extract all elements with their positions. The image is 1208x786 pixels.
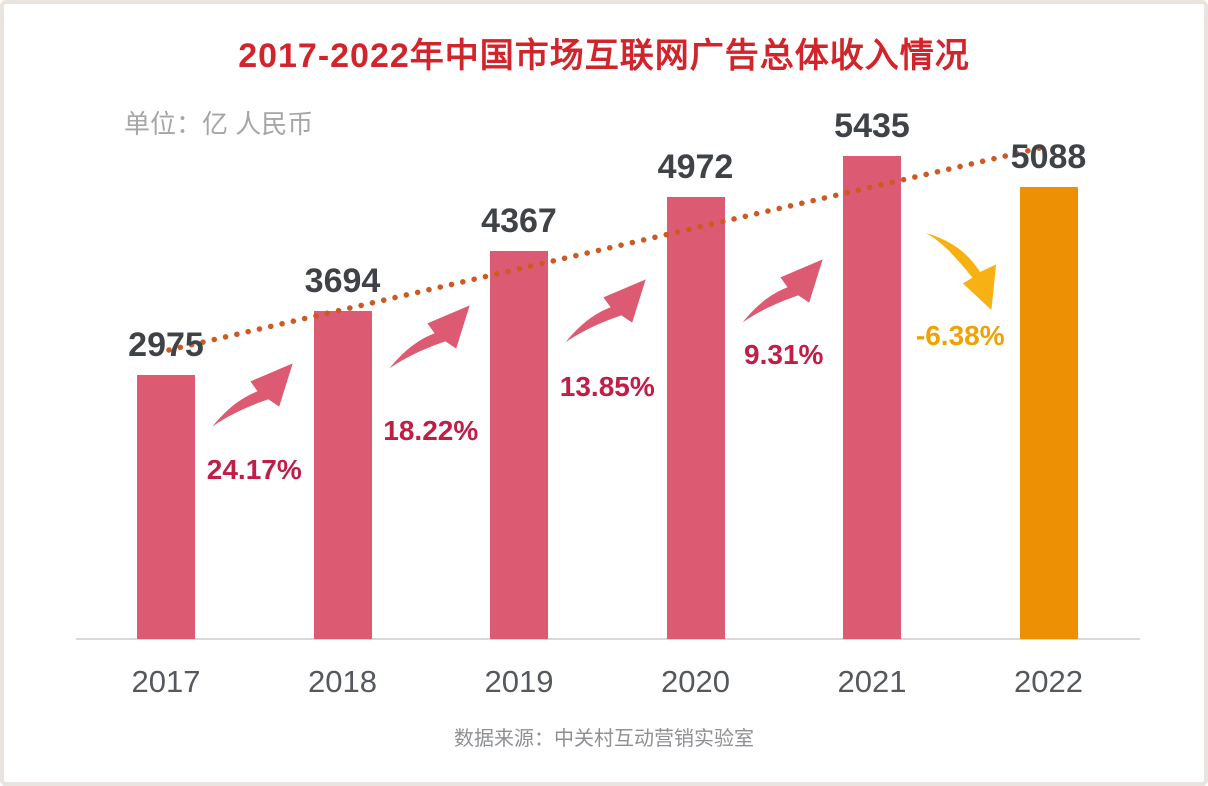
bar-2021 [843, 156, 901, 639]
growth-arrow-icon [739, 250, 829, 335]
value-label-2019: 4367 [481, 202, 557, 240]
growth-arrow-icon [209, 354, 299, 439]
chart-title: 2017-2022年中国市场互联网广告总体收入情况 [238, 37, 970, 75]
growth-rate-label-3: 9.31% [744, 339, 824, 370]
bar-chart-plot: 2975 2017 3694 2018 4367 2019 4972 2020 5435 2021… [4, 4, 1204, 782]
value-label-2022: 5088 [1010, 138, 1087, 176]
x-axis-label-2019: 2019 [484, 664, 554, 699]
value-label-2021: 5435 [834, 107, 910, 145]
growth-rate-label-2: 13.85% [559, 371, 655, 402]
bar-2017 [137, 375, 195, 639]
growth-rate-label-0: 24.17% [206, 454, 302, 485]
x-axis-label-2021: 2021 [837, 664, 907, 699]
x-axis-label-2017: 2017 [131, 664, 201, 699]
decline-rate-label-4: -6.38% [915, 320, 1005, 351]
growth-arrow-icon [386, 296, 476, 381]
growth-rate-label-1: 18.22% [383, 415, 479, 446]
decline-arrow-icon [923, 228, 1018, 321]
x-axis-label-2020: 2020 [661, 664, 730, 699]
value-label-2020: 4972 [657, 148, 734, 186]
unit-label: 单位：亿 人民币 [124, 109, 314, 139]
x-axis-line [76, 638, 1140, 640]
bar-2018 [313, 311, 372, 639]
source-note: 数据来源：中关村互动营销实验室 [454, 728, 754, 750]
growth-arrow-icon [562, 270, 652, 355]
x-axis-label-2018: 2018 [308, 664, 377, 699]
x-axis-label-2022: 2022 [1014, 664, 1083, 699]
bar-2020 [666, 197, 725, 639]
bar-2022 [1019, 187, 1078, 639]
